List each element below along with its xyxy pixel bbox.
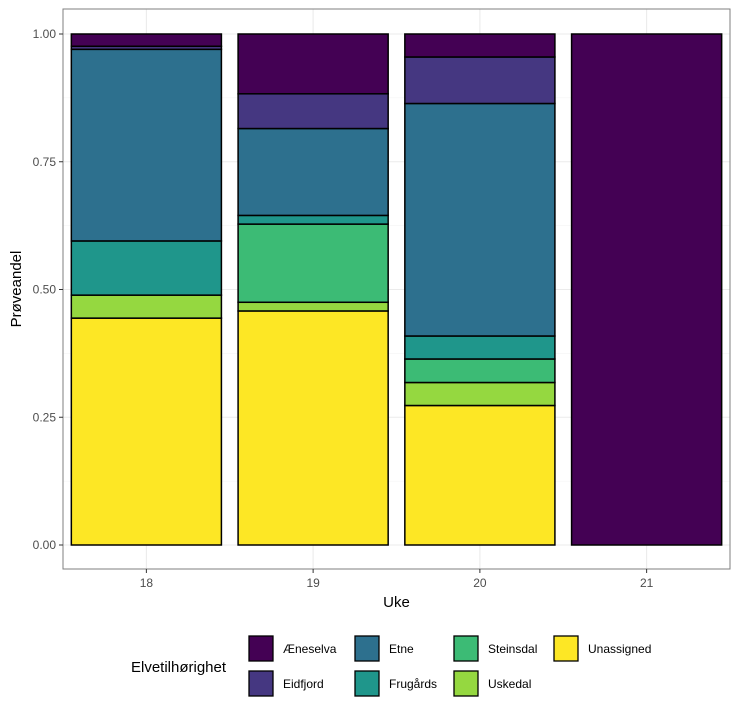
legend-key <box>248 635 274 662</box>
legend-key <box>248 670 274 697</box>
x-tick-label: 18 <box>140 576 154 590</box>
bar-segment <box>404 358 556 384</box>
bar-segment <box>237 93 389 130</box>
legend-label: Æneselva <box>283 642 337 656</box>
y-tick-label: 1.00 <box>33 27 57 41</box>
legend-label: Frugårds <box>389 677 437 691</box>
legend-key <box>453 670 479 697</box>
y-tick-label: 0.50 <box>33 283 57 297</box>
x-tick-label: 19 <box>306 576 320 590</box>
legend-key <box>354 635 380 662</box>
y-tick-label: 0.00 <box>33 538 57 552</box>
legend-title: Elvetilhørighet <box>131 659 227 676</box>
bar-segment <box>237 214 389 225</box>
legend-label: Etne <box>389 642 414 656</box>
legend-key <box>553 635 579 662</box>
bar-segment <box>237 127 389 217</box>
x-tick-label: 20 <box>473 576 487 590</box>
bar-segment <box>237 301 389 312</box>
bar-segment <box>70 240 223 296</box>
bar-segment <box>237 223 389 304</box>
bar-segment <box>570 33 723 546</box>
bar-segment <box>404 404 556 546</box>
legend-label: Uskedal <box>488 677 531 691</box>
y-tick-label: 0.75 <box>33 155 57 169</box>
y-axis: 0.00 0.25 0.50 0.75 1.00 <box>33 27 63 552</box>
bar-segment <box>70 48 223 242</box>
legend-label: Unassigned <box>588 642 651 656</box>
legend-key <box>453 635 479 662</box>
bars <box>70 33 723 546</box>
legend-label: Eidfjord <box>283 677 324 691</box>
x-axis: 18 19 20 21 <box>140 569 654 590</box>
bar-segment <box>404 102 556 337</box>
bar-segment <box>70 317 223 546</box>
bar-segment <box>404 33 556 58</box>
x-axis-label: Uke <box>383 594 410 611</box>
bar-segment <box>237 310 389 546</box>
bar-segment <box>70 294 223 319</box>
bar-segment <box>404 381 556 407</box>
bar-segment <box>70 33 223 48</box>
legend-label: Steinsdal <box>488 642 537 656</box>
bar-segment <box>404 335 556 360</box>
y-tick-label: 0.25 <box>33 410 57 424</box>
bar-segment <box>404 56 556 105</box>
y-axis-label: Prøveandel <box>8 251 25 328</box>
x-tick-label: 21 <box>640 576 654 590</box>
bar-segment <box>237 33 389 95</box>
legend-key <box>354 670 380 697</box>
legend: Elvetilhørighet Æneselva Eidfjord Etne Frug… <box>131 635 651 697</box>
